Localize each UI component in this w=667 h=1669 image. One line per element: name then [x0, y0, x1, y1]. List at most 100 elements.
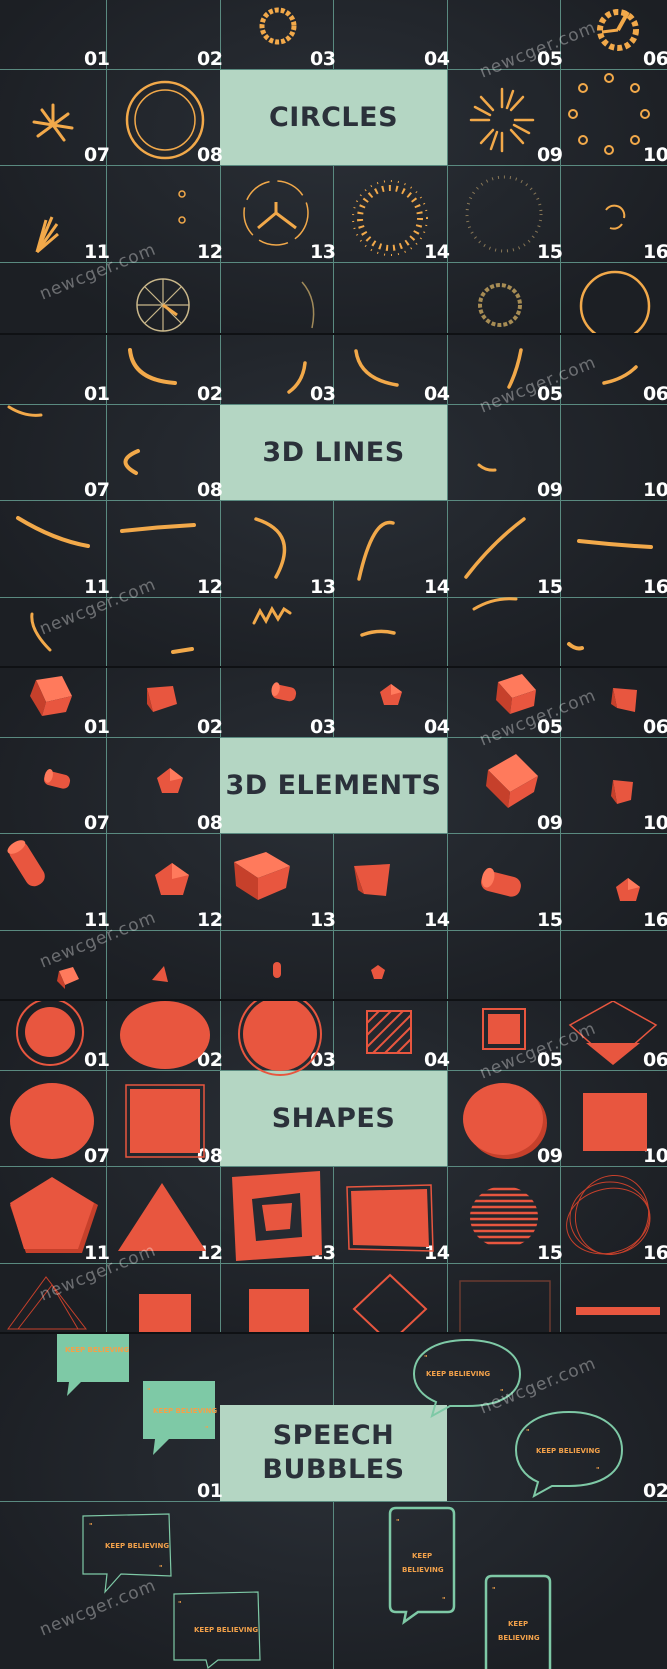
curve-line-icon [357, 520, 395, 581]
shapes-panel: SHAPES 01 02 03 04 05 06 07 08 09 10 11 … [0, 1001, 667, 1334]
shapes-title-box: SHAPES [220, 1071, 447, 1166]
speech-bubbles-panel: SPEECH BUBBLES 01 02 KEEP BELIEVING " KE… [0, 1334, 667, 1669]
bubble-quote: " [396, 1518, 400, 1526]
cell-number: 03 [310, 383, 336, 405]
circles-title-box: CIRCLES [220, 70, 447, 165]
cell-number: 14 [424, 576, 450, 598]
square-icon [482, 1008, 526, 1050]
ring-icon [579, 270, 651, 333]
curve-line-icon [354, 349, 399, 387]
pentagon-icon [10, 1177, 98, 1253]
cell-number: 13 [310, 576, 336, 598]
cell-number: 07 [84, 479, 110, 501]
speech-bubble-icon: " KEEP BELIEVING " [82, 1513, 172, 1594]
cell-number: 04 [424, 383, 450, 405]
circle-icon [16, 1001, 84, 1066]
particle-ring-icon [352, 180, 428, 256]
bubble-text: KEEP BELIEVING [426, 1370, 490, 1378]
circle-icon [10, 1083, 94, 1159]
cell-number: 13 [310, 241, 336, 263]
curve-line-icon [254, 517, 287, 579]
square-icon [139, 1294, 191, 1332]
cell-number: 02 [197, 716, 223, 738]
cell-number: 15 [537, 576, 563, 598]
cell-number: 10 [643, 1145, 667, 1167]
cube-icon [234, 852, 290, 900]
cell-number: 02 [197, 48, 223, 70]
curve-line-icon [602, 365, 638, 385]
gear-icon [597, 9, 639, 51]
cell-number: 12 [197, 576, 223, 598]
cell-number: 16 [643, 576, 667, 598]
speech-bubble-icon: " KEEP BELIEVING [173, 1591, 261, 1669]
bubble-quote: " [526, 1428, 530, 1436]
cell-number: 09 [537, 144, 563, 166]
cell-number: 06 [643, 1049, 667, 1071]
speech-title-line2: BUBBLES [262, 1454, 405, 1485]
cell-number: 15 [537, 1242, 563, 1264]
shapes-title: SHAPES [271, 1102, 396, 1134]
bubble-text: KEEP BELIEVING [105, 1542, 169, 1550]
cell-number: 16 [643, 241, 667, 263]
cell-number: 12 [197, 241, 223, 263]
bubble-quote: " [442, 1596, 446, 1604]
cell-number: 14 [424, 1242, 450, 1264]
curve-line-icon [171, 647, 194, 654]
cell-number: 07 [84, 144, 110, 166]
curve-line-icon [30, 612, 52, 652]
bubble-quote: " [89, 1522, 93, 1530]
cell-number: 01 [84, 48, 110, 70]
cell-number: 08 [197, 479, 223, 501]
cell-number: 16 [643, 909, 667, 931]
cube-icon [496, 674, 536, 714]
prism-icon [611, 688, 637, 712]
cube-icon [30, 676, 72, 716]
cell-number: 09 [537, 812, 563, 834]
speech-bubbles-title-box: SPEECH BUBBLES [220, 1405, 447, 1501]
dotted-ring-icon [465, 175, 543, 253]
curve-line-icon [123, 449, 140, 475]
cylinder-icon [481, 867, 521, 897]
cell-number: 05 [537, 1049, 563, 1071]
cube-icon [486, 754, 538, 808]
circles-title: CIRCLES [268, 101, 399, 133]
speech-bubble-icon: " KEEP BELIEVING " [514, 1410, 624, 1499]
cylinder-icon [7, 840, 45, 887]
square-icon [346, 1184, 434, 1252]
3d-elements-title-box: 3D ELEMENTS [220, 738, 447, 833]
cell-number: 15 [537, 909, 563, 931]
cell-number: 05 [537, 48, 563, 70]
curve-line-icon [16, 516, 90, 548]
bubble-line2: BELIEVING [402, 1566, 444, 1574]
small-circles-icon [178, 190, 186, 224]
curve-line-icon [567, 642, 584, 651]
cell-number: 02 [197, 383, 223, 405]
bubble-line1: KEEP [412, 1552, 432, 1560]
cell-number: 12 [197, 909, 223, 931]
cell-number: 06 [643, 716, 667, 738]
bubble-text: KEEP BELIEVING [194, 1626, 258, 1634]
pentagon-icon [380, 684, 402, 705]
curve-line-icon [7, 405, 43, 417]
bar-icon [576, 1307, 660, 1315]
circle-icon [120, 1001, 210, 1069]
diamond-icon [568, 1001, 658, 1065]
circle-icon [463, 1083, 547, 1159]
arc-icon [605, 204, 626, 230]
cell-number: 01 [84, 383, 110, 405]
speech-bubble-icon: " KEEP BELIEVING " [412, 1338, 522, 1419]
3d-elements-title: 3D ELEMENTS [225, 769, 442, 801]
double-ring-icon [125, 80, 205, 160]
watermark: newcger.com [476, 352, 600, 418]
cell-number: 11 [84, 241, 110, 263]
circle-burst-icon [32, 103, 74, 142]
bubble-quote: " [159, 1564, 163, 1572]
cell-number: 08 [197, 144, 223, 166]
3d-elements-panel: 3D ELEMENTS 01 02 03 04 05 06 07 08 09 1… [0, 668, 667, 1001]
cell-number: 11 [84, 576, 110, 598]
triangle-icon [118, 1183, 206, 1251]
cell-number: 05 [537, 383, 563, 405]
bubble-quote: " [205, 1425, 209, 1433]
triangle-outline-icon [7, 1276, 88, 1330]
bubble-line2: BELIEVING [498, 1634, 540, 1642]
